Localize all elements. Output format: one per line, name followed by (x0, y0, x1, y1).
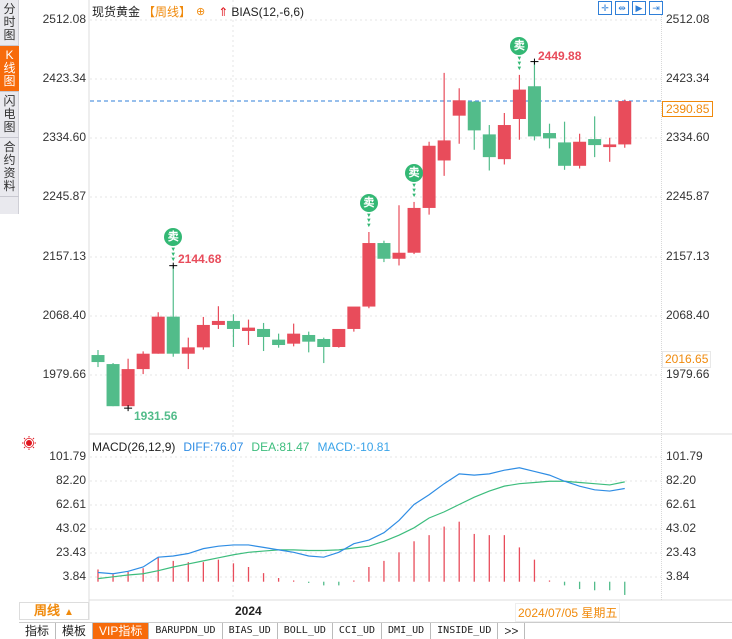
tab-char: 时 (3, 15, 16, 29)
price-tick: 2423.34 (666, 71, 710, 85)
red-arrow-icon: ⇑ (218, 4, 229, 19)
macd-tick: 3.84 (62, 569, 86, 583)
x-axis-year-label: 2024 (235, 604, 262, 618)
left-price-axis: 2512.08 2423.34 2334.60 2245.87 2157.13 2068.… (19, 0, 89, 600)
zoom-in-button[interactable]: ▶ (632, 1, 646, 15)
period-label[interactable]: 【周线】 (143, 5, 192, 19)
dea-value: DEA:81.47 (251, 440, 310, 454)
sell-signal-badge[interactable]: 卖 (359, 194, 378, 212)
view-tab-2[interactable]: 闪电图 (0, 92, 19, 138)
diff-value: DIFF:76.07 (183, 440, 244, 454)
price-tick: 2157.13 (42, 249, 86, 263)
chart-toolbar: ✛ ⇹ ▶ ⇥ (598, 1, 663, 15)
cursor-price-tag: 2016.65 (662, 351, 712, 368)
macd-tick: 82.20 (666, 473, 697, 487)
tab-char: 图 (3, 74, 16, 88)
tab-char: 合 (3, 140, 16, 154)
indicator-tab-cciud[interactable]: CCI_UD (332, 623, 383, 639)
price-tick: 2245.87 (666, 189, 710, 203)
tab-char: 料 (3, 179, 16, 193)
indicator-tab-biasud[interactable]: BIAS_UD (222, 623, 278, 639)
tab-char: 图 (3, 28, 16, 42)
price-tick: 2068.40 (666, 308, 710, 322)
price-tick: 2068.40 (42, 308, 86, 322)
indicator-tab-bar: 指标 模板 VIP指标 BARUPDN_UD BIAS_UD BOLL_UD CCI_UD D… (19, 622, 732, 639)
move-end-button[interactable]: ⇥ (649, 1, 663, 15)
tab-char: 闪 (3, 94, 16, 108)
price-tick: 2245.87 (42, 189, 86, 203)
sell-arrow-icon: ▼ ▼ ▼ (516, 55, 523, 72)
current-price-tag: 2390.85 (662, 101, 714, 117)
tab-char: 资 (3, 166, 16, 180)
indicator-tab-insideud[interactable]: INSIDE_UD (431, 623, 499, 639)
price-tick: 2512.08 (42, 12, 86, 26)
tab-char: 约 (3, 153, 16, 167)
indicator-tab-[interactable]: 模板 (56, 623, 94, 639)
price-tick: 2334.60 (666, 130, 710, 144)
price-tick: 2423.34 (42, 71, 86, 85)
view-tab-0[interactable]: 分时图 (0, 0, 19, 46)
zoom-range-button[interactable]: ⇹ (615, 1, 629, 15)
crosshair-button[interactable]: ✛ (598, 1, 612, 15)
price-tick: 1979.66 (42, 367, 86, 381)
tab-bar-filler (525, 623, 732, 639)
indicator-settings-icon[interactable] (22, 436, 36, 450)
period-selector-label: 周线 (34, 603, 61, 618)
tab-char: 图 (3, 120, 16, 134)
sell-signal-badge[interactable]: 卖 (164, 227, 183, 246)
price-tick: 2157.13 (666, 249, 710, 263)
cursor-date-label: 2024/07/05 星期五 (515, 603, 621, 622)
macd-tick: 43.02 (55, 521, 86, 535)
macd-tick: 3.84 (666, 569, 690, 583)
tab-char: 电 (3, 107, 16, 121)
macd-tick: 23.43 (666, 545, 697, 559)
price-tick: 2334.60 (42, 130, 86, 144)
macd-tick: 101.79 (49, 449, 86, 463)
indicator-tab-[interactable]: >> (498, 623, 526, 639)
view-tab-3[interactable]: 合约资料 (0, 138, 19, 197)
period-selector[interactable]: 周线 ▲ (19, 602, 89, 620)
tab-char: K (5, 48, 14, 62)
right-price-axis: 2512.08 2423.34 2334.60 2245.87 2157.13 2068.… (661, 0, 732, 600)
macd-header: MACD(26,12,9) DIFF:76.07 DEA:81.47 MACD:… (92, 440, 390, 454)
local-high-label: 2144.68 (178, 252, 222, 266)
macd-name[interactable]: MACD(26,12,9) (92, 440, 176, 454)
indicator-tab-vip[interactable]: VIP指标 (93, 623, 150, 639)
sell-arrow-icon: ▼ ▼ ▼ (411, 182, 418, 199)
sell-arrow-icon: ▼ ▼ ▼ (170, 246, 177, 263)
instrument-title: 现货黄金 (92, 5, 141, 19)
macd-tick: 62.61 (55, 497, 86, 511)
macd-tick: 23.43 (55, 545, 86, 559)
macd-tick: 43.02 (666, 521, 697, 535)
price-tick: 1979.66 (666, 367, 710, 381)
chart-header: 现货黄金 【周线】 ⊕ ⇑ BIAS(12,-6,6) (92, 3, 304, 20)
indicator-tab-[interactable]: 指标 (19, 623, 57, 639)
add-indicator-icon[interactable]: ⊕ (196, 6, 206, 18)
macd-tick: 62.61 (666, 497, 697, 511)
macd-tick: 82.20 (55, 473, 86, 487)
triangle-up-icon: ▲ (64, 607, 74, 618)
sell-arrow-icon: ▼ ▼ ▼ (365, 213, 372, 229)
indicator-tab-barupdnud[interactable]: BARUPDN_UD (149, 623, 223, 639)
tab-char: 分 (3, 2, 16, 16)
tab-char: 线 (3, 61, 16, 75)
sell-signal-badge[interactable]: 卖 (510, 36, 529, 55)
macd-value: MACD:-10.81 (317, 440, 391, 454)
macd-tick: 101.79 (666, 449, 703, 463)
price-tick: 2512.08 (666, 12, 710, 26)
low-label: 1931.56 (134, 409, 178, 423)
sell-signal-badge[interactable]: 卖 (405, 163, 424, 182)
bias-indicator-label[interactable]: BIAS(12,-6,6) (231, 4, 305, 19)
indicator-tab-bollud[interactable]: BOLL_UD (277, 623, 333, 639)
high-label: 2449.88 (538, 49, 582, 63)
indicator-tab-dmiud[interactable]: DMI_UD (382, 623, 432, 639)
